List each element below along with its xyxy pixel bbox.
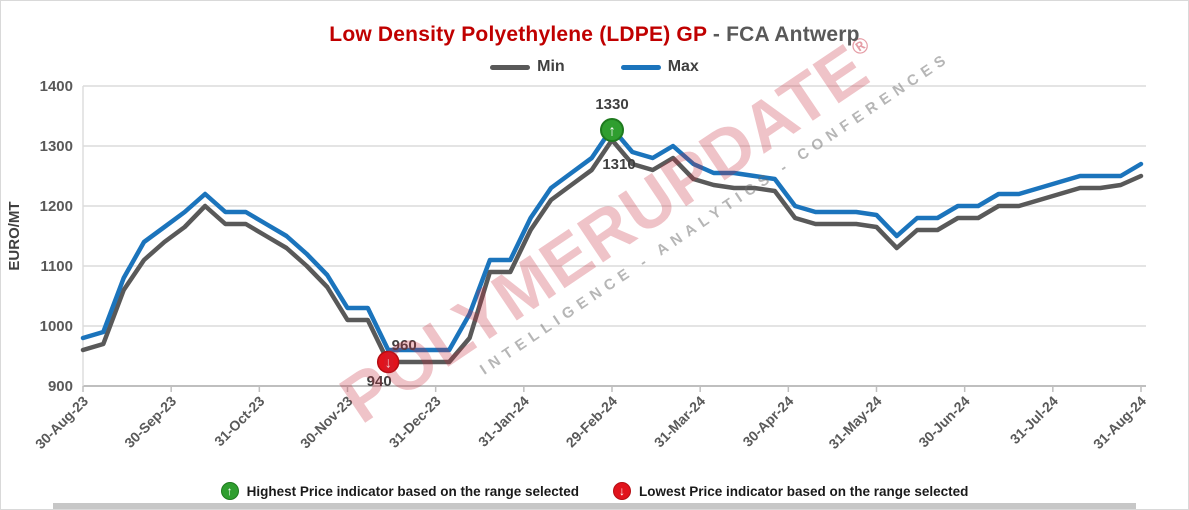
- highest-price-marker-icon: [600, 118, 624, 142]
- min-price-line: [80, 137, 1144, 365]
- legend-min-label: Min: [537, 58, 565, 75]
- legend-max-label: Max: [667, 58, 699, 75]
- x-tick-label: 30-Nov-23: [297, 393, 356, 452]
- highest-indicator-entry: ↑ Highest Price indicator based on the r…: [220, 482, 579, 500]
- x-tick-label: 31-Jul-24: [1007, 393, 1061, 447]
- marker-down-arrow-icon: ↓: [384, 355, 392, 372]
- bottom-edge-bar: [53, 503, 1136, 509]
- marker-up-arrow-icon: ↑: [608, 123, 616, 140]
- y-tick-label: 900: [48, 378, 73, 395]
- y-tick-label: 1200: [40, 198, 73, 215]
- title-separator: -: [706, 23, 727, 46]
- x-tick-label: 30-Apr-24: [739, 393, 796, 450]
- y-tick-label: 1300: [40, 138, 73, 155]
- lowest-indicator-entry: ↓ Lowest Price indicator based on the ra…: [613, 482, 968, 500]
- indicator-legend: ↑ Highest Price indicator based on the r…: [1, 482, 1188, 500]
- y-tick-label: 1100: [40, 258, 73, 275]
- legend-entry-max: Max: [620, 58, 699, 76]
- x-tick-label: 31-Dec-23: [386, 393, 444, 451]
- x-tick-label: 30-Sep-23: [121, 393, 179, 451]
- x-tick-label: 30-Jun-24: [915, 393, 973, 451]
- lowest-price-down-arrow-icon: ↓: [613, 482, 631, 500]
- x-tick-label: 31-Aug-24: [1090, 393, 1149, 452]
- title-location: FCA Antwerp: [726, 23, 860, 46]
- highest-companion-label: 1310: [602, 156, 635, 173]
- x-tick-label: 29-Feb-24: [563, 393, 621, 451]
- y-tick-label: 1000: [40, 318, 73, 335]
- legend-entry-min: Min: [490, 58, 565, 76]
- y-axis-title: EURO/MT: [6, 201, 23, 270]
- x-tick-label: 31-Mar-24: [651, 393, 709, 451]
- lowest-price-marker-icon: [376, 350, 400, 374]
- highest-value-label: 1330: [595, 96, 628, 113]
- title-product: Low Density Polyethylene (LDPE) GP: [329, 23, 707, 46]
- max-line-swatch: [620, 64, 661, 70]
- x-tick-label: 31-May-24: [825, 393, 884, 452]
- y-tick-label: 1400: [40, 78, 73, 95]
- highest-indicator-label: Highest Price indicator based on the ran…: [246, 483, 579, 499]
- lowest-value-label: 940: [367, 373, 392, 390]
- min-line-swatch: [490, 64, 531, 70]
- chart-title: Low Density Polyethylene (LDPE) GP - FCA…: [1, 23, 1188, 47]
- series-legend: Min Max: [1, 58, 1188, 76]
- x-tick-label: 31-Jan-24: [475, 393, 532, 450]
- highest-price-up-arrow-icon: ↑: [220, 482, 239, 500]
- lowest-indicator-label: Lowest Price indicator based on the rang…: [639, 483, 969, 499]
- lowest-companion-label: 960: [392, 337, 417, 354]
- x-tick-label: 31-Oct-23: [211, 393, 268, 450]
- x-tick-label: 30-Aug-23: [32, 393, 91, 452]
